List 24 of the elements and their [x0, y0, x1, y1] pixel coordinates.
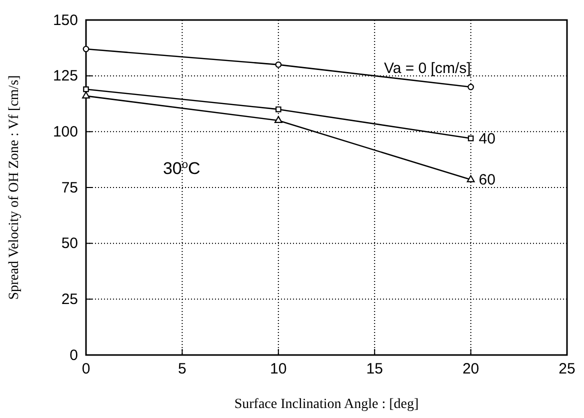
- point: [468, 135, 474, 142]
- point: [275, 61, 282, 68]
- x-axis-title: Surface Inclination Angle : [deg]: [234, 397, 419, 412]
- y-tick-label: 75: [61, 179, 78, 196]
- point: [82, 46, 90, 52]
- y-tick-label: 0: [70, 346, 78, 364]
- series-label: Va = 0 [cm/s]: [384, 60, 471, 77]
- annotation: 30$^{o}$C: [162, 159, 200, 178]
- point: [276, 106, 282, 112]
- x-tick-label: 15: [366, 360, 383, 378]
- series-label: 40: [478, 130, 496, 148]
- x-tick-label: 5: [178, 360, 186, 378]
- y-tick-label: 100: [52, 123, 78, 140]
- y-axis-title: Spread Velocity of OH Zone : Vf [cm/s]: [7, 75, 22, 300]
- y-tick-label: 150: [52, 12, 78, 29]
- x-tick-label: 20: [462, 360, 480, 378]
- point: [468, 84, 474, 90]
- series-label: 60: [478, 172, 496, 189]
- y-tick-label: 125: [52, 68, 78, 85]
- x-tick-label: 10: [270, 360, 287, 378]
- x-tick-label: 0: [82, 360, 90, 378]
- y-tick-label: 25: [61, 290, 78, 308]
- x-tick-label: 25: [558, 360, 576, 378]
- y-tick-label: 50: [61, 235, 78, 252]
